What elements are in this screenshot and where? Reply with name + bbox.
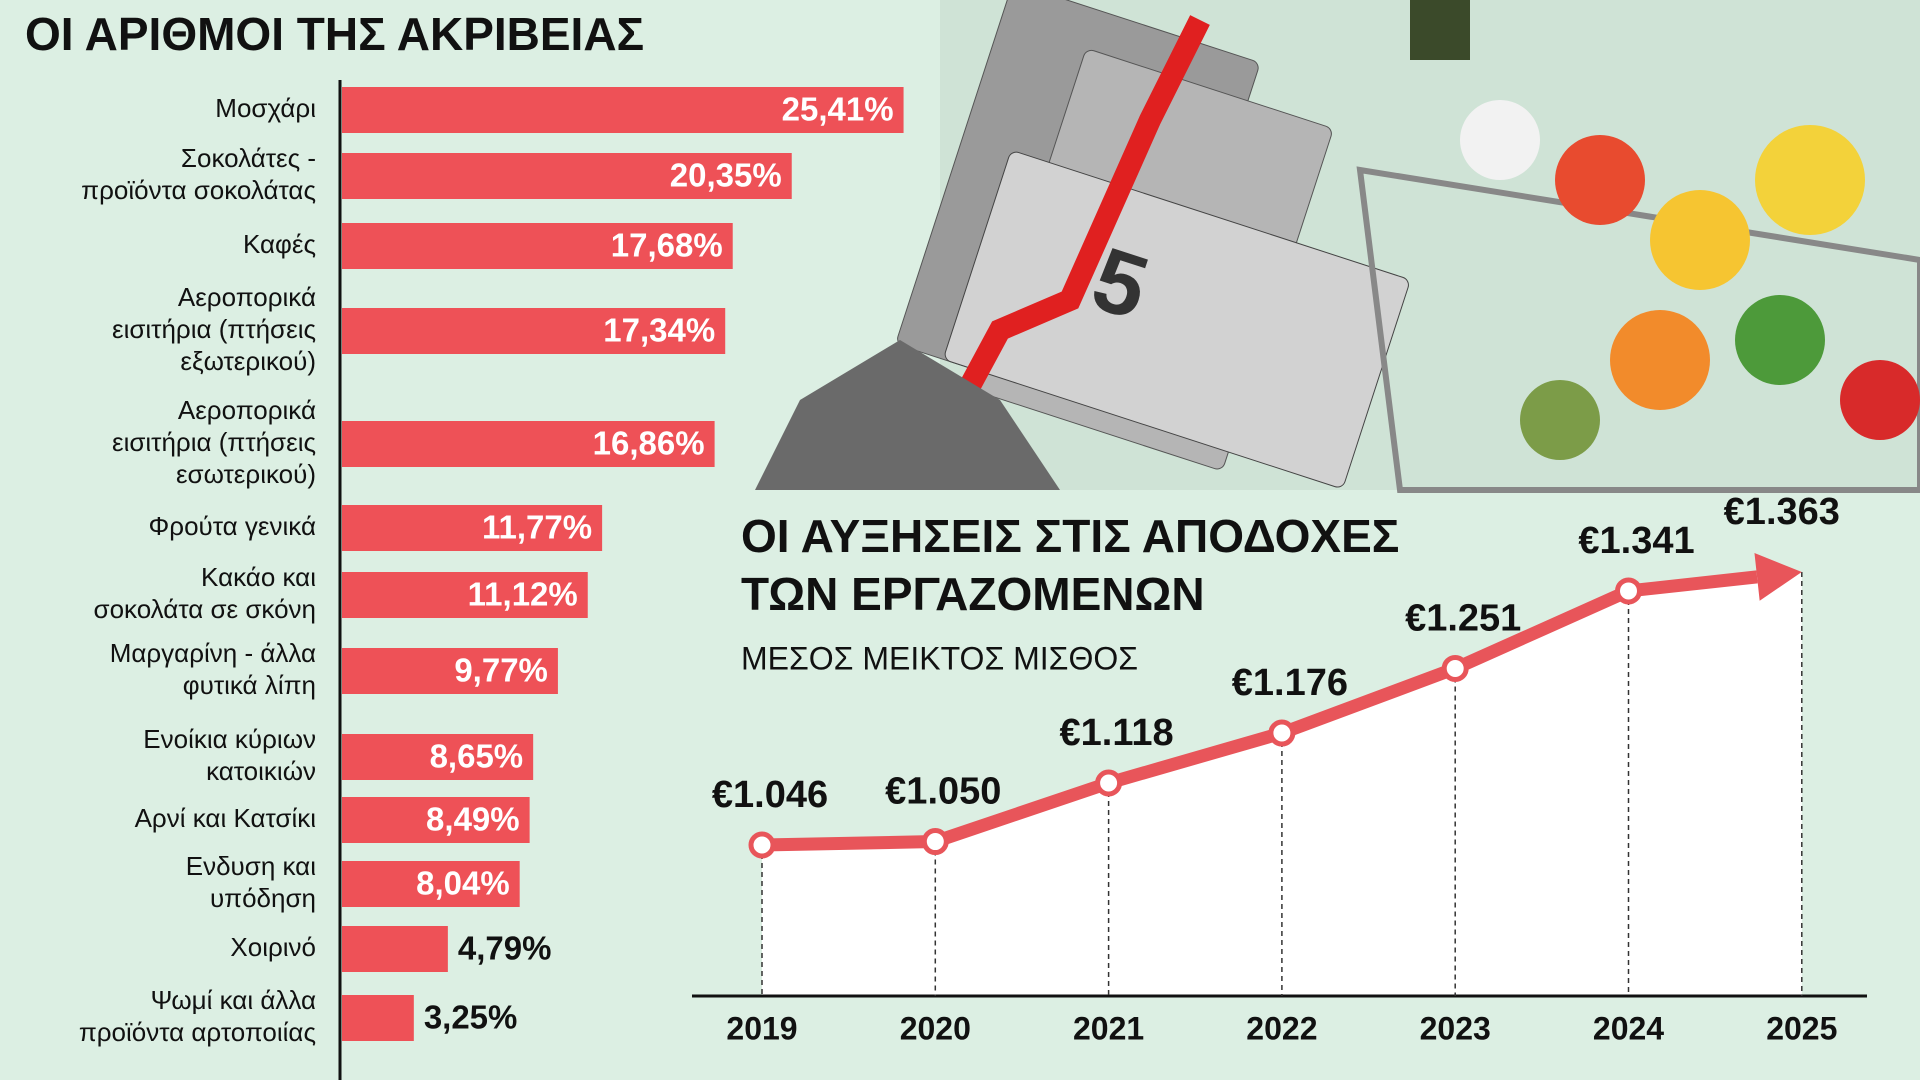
item [1460,100,1540,180]
chart-title: ΟΙ ΑΡΙΘΜΟΙ ΤΗΣ ΑΚΡΙΒΕΙΑΣ [25,8,644,60]
value-label: 17,34% [603,312,715,349]
bar [342,734,534,780]
point [1615,577,1642,605]
item [1755,125,1865,235]
bar [342,861,520,907]
category-label: Κακάο και σοκολάτα σε σκόνη [94,562,317,624]
value-label: €1.176 [1232,662,1348,704]
hand [755,340,1060,490]
bar [342,308,726,354]
category-label: Ψωμί και άλλα προϊόντα αρτοποιίας [79,985,316,1047]
chart-title: ΟΙ ΑΥΞΗΣΕΙΣ ΣΤΙΣ ΑΠΟΔΟΧΕΣ ΤΩΝ ΕΡΓΑΖΟΜΕΝΩΝ [741,510,1399,620]
value-label: 11,12% [468,576,578,613]
value-label: €1.118 [1060,712,1174,754]
item [1555,135,1645,225]
value-label: 16,86% [593,425,705,462]
x-tick-label: 2019 [726,1010,797,1046]
value-label: €1.050 [885,771,1001,813]
category-label: Καφές [243,229,316,259]
value-label: 3,25% [424,999,518,1036]
point [1268,719,1296,747]
arrow-head [1754,553,1802,601]
item [1610,310,1710,410]
area-fill [762,572,1802,996]
category-label: Αεροπορικά εισιτήρια (πτήσεις εξωτερικού) [112,282,316,376]
x-tick-label: 2021 [1073,1010,1144,1046]
category-label: Μαργαρίνη - άλλα φυτικά λίπη [110,638,316,700]
category-label: Φρούτα γενικά [149,511,316,541]
value-label: €1.046 [712,774,828,816]
point [748,831,776,859]
bar [342,926,448,972]
item [1650,190,1750,290]
item [1410,0,1470,60]
category-label: Αρνί και Κατσίκι [135,803,317,833]
point [921,828,949,856]
bar [342,797,530,843]
category-label: Μοσχάρι [215,93,316,123]
value-label: €1.251 [1405,597,1521,639]
bar [342,421,715,467]
value-label: €1.363 [1724,491,1840,533]
chart-subtitle: ΜΕΣΟΣ ΜΕΙΚΤΟΣ ΜΙΣΘΟΣ [741,640,1138,676]
item [1520,380,1600,460]
x-tick-label: 2022 [1246,1010,1317,1046]
category-label: Σοκολάτες -προϊόντα σοκολάτας [81,143,316,205]
item [1735,295,1825,385]
item [1840,360,1920,440]
value-label: 8,65% [430,738,524,775]
bar [342,648,558,694]
category-label: Ενοίκια κύριων κατοικιών [143,724,316,786]
x-tick-label: 2020 [900,1010,971,1046]
x-tick-label: 2023 [1420,1010,1491,1046]
category-label: Χοιρινό [230,932,316,962]
bar [342,572,588,618]
value-label: 25,41% [782,91,894,128]
bar [342,223,733,269]
value-label: 17,68% [611,227,723,264]
value-label: 4,79% [458,930,552,967]
bar [342,995,414,1041]
x-tick-label: 2024 [1593,1010,1664,1046]
groceries [1410,0,1920,460]
point [1095,769,1123,797]
value-label: €1.341 [1578,520,1694,562]
photo: 5 [755,0,1920,493]
category-label: Αεροπορικά εισιτήρια (πτήσεις εσωτερικού) [112,395,316,489]
bar [342,505,603,551]
bar [342,87,904,133]
value-label: 20,35% [670,157,782,194]
value-label: 11,77% [482,509,592,546]
category-label: Ενδυση και υπόδηση [186,851,316,913]
bar [342,153,792,199]
banknote [944,151,1409,488]
value-label: 9,77% [454,652,548,689]
value-label: 8,49% [426,801,520,838]
point [1441,654,1469,682]
value-label: 8,04% [416,865,510,902]
x-tick-label: 2025 [1766,1010,1837,1046]
